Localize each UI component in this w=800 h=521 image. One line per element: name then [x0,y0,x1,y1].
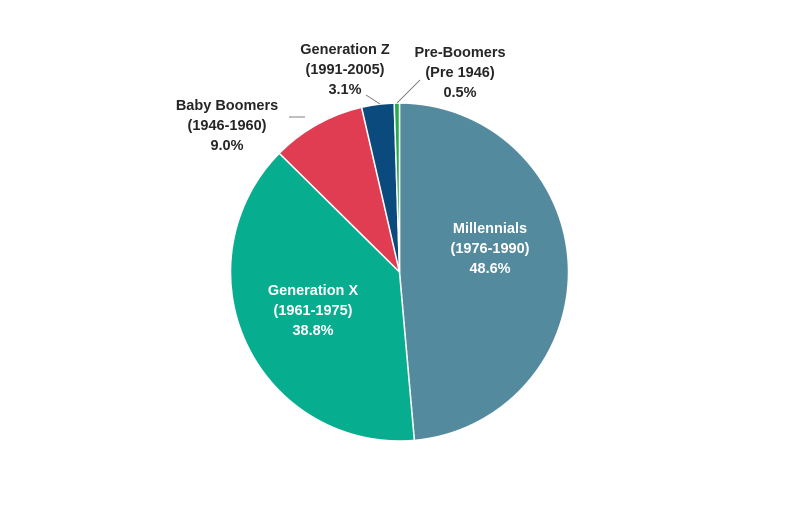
slice-name-millennials: Millennials [453,221,527,237]
leader-line-generation-z [365,94,381,105]
slice-name-baby-boomers: Baby Boomers [176,98,278,114]
slice-name-pre-boomers: Pre-Boomers [414,45,505,61]
slice-value-millennials: 48.6% [469,261,510,277]
slice-value-generation-z: 3.1% [328,82,361,98]
slice-name-generation-z: Generation Z [300,42,390,58]
leader-lines [289,79,421,118]
slice-name-generation-x: Generation X [268,283,359,299]
slice-range-generation-x: (1961-1975) [274,303,353,319]
slice-range-baby-boomers: (1946-1960) [188,118,267,134]
slice-generation-x [229,152,416,442]
slice-labels: Millennials (1976-1990) 48.6% Generation X (… [176,42,530,339]
slice-range-millennials: (1976-1990) [451,241,530,257]
slice-millennials [398,102,570,442]
slice-range-pre-boomers: (Pre 1946) [425,65,494,81]
slice-value-pre-boomers: 0.5% [443,85,476,101]
leader-line-pre-boomers [396,79,421,104]
slice-range-generation-z: (1991-2005) [306,62,385,78]
pie-slices [229,102,570,442]
slice-baby-boomers [278,106,401,273]
slice-value-generation-x: 38.8% [292,323,333,339]
slice-value-baby-boomers: 9.0% [210,138,243,154]
slice-pre-boomers [393,102,401,273]
